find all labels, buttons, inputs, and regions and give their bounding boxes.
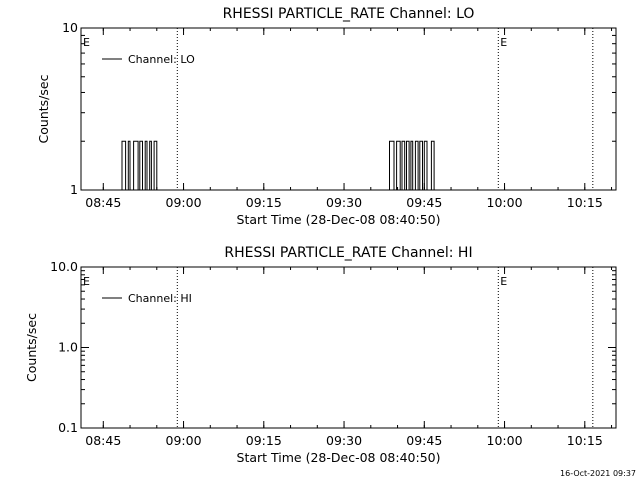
x-tick-label: 08:45: [85, 433, 121, 448]
x-tick-label: 09:15: [246, 195, 282, 210]
event-marker-label: E: [83, 275, 90, 288]
event-marker-label: E: [500, 275, 507, 288]
legend-entry: Channel: HI: [128, 292, 192, 305]
panel-1: RHESSI PARTICLE_RATE Channel: LO 08:45 09:…: [36, 6, 617, 227]
y-tick-label: 0.1: [58, 420, 78, 435]
x-tick-label: 10:15: [567, 433, 603, 448]
x-tick-label: 09:15: [246, 433, 282, 448]
y-tick-label: 10.0: [50, 259, 78, 274]
chart-title: RHESSI PARTICLE_RATE Channel: HI: [224, 245, 472, 261]
event-marker-label: E: [83, 36, 90, 49]
x-tick-label: 08:45: [85, 195, 121, 210]
x-tick-label: 09:30: [326, 195, 362, 210]
x-axis-label: Start Time (28-Dec-08 08:40:50): [237, 450, 441, 465]
y-tick-label: 10: [62, 20, 78, 35]
x-tick-label: 10:00: [487, 195, 523, 210]
x-tick-label: 09:00: [166, 195, 202, 210]
x-tick-label: 09:45: [406, 433, 442, 448]
x-tick-label: 10:00: [487, 433, 523, 448]
x-tick-label: 10:15: [567, 195, 603, 210]
chart-title: RHESSI PARTICLE_RATE Channel: LO: [223, 6, 475, 22]
y-tick-label: 1: [70, 182, 78, 197]
series-line: [119, 140, 435, 191]
x-tick-label: 09:00: [166, 433, 202, 448]
x-tick-label: 09:30: [326, 433, 362, 448]
y-axis-label: Counts/sec: [36, 74, 51, 143]
panel-2: RHESSI PARTICLE_RATE Channel: HI 08:45 09:…: [24, 245, 617, 465]
timestamp: 16-Oct-2021 09:37: [560, 469, 636, 478]
event-marker-label: E: [500, 36, 507, 49]
y-tick-label: 1.0: [58, 340, 78, 355]
legend-entry: Channel: LO: [128, 53, 195, 66]
y-axis-label: Counts/sec: [24, 313, 39, 382]
x-tick-label: 09:45: [406, 195, 442, 210]
x-axis-label: Start Time (28-Dec-08 08:40:50): [237, 212, 441, 227]
